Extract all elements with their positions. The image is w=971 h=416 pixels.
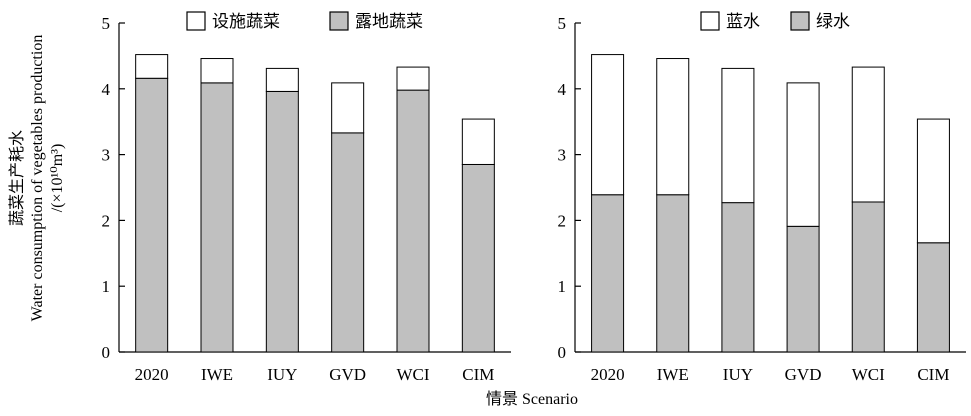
- bar-绿水-GVD: [786, 225, 820, 353]
- bar-设施蔬菜-2020: [135, 54, 169, 79]
- x-tick-label: IUY: [723, 365, 753, 384]
- x-tick-label: IUY: [267, 365, 297, 384]
- y-axis-title: 蔬菜生产耗水 Water consumption of vegetables p…: [8, 35, 66, 322]
- bar-设施蔬菜-IUY: [265, 67, 299, 92]
- legend-swatch: [186, 11, 206, 31]
- legend-swatch: [700, 11, 720, 31]
- y-tick-label: 3: [558, 146, 567, 165]
- left-chart-panel: 0 1 2 3 4 5 2020 IWE IUY GVD WCI CIM 设施蔬菜 露地蔬菜: [102, 11, 511, 384]
- bar-蓝水-2020: [591, 54, 625, 196]
- legend-label: 设施蔬菜: [212, 12, 280, 31]
- x-tick-label: IWE: [657, 365, 689, 384]
- legend-label: 绿水: [816, 12, 850, 31]
- bar-蓝水-WCI: [851, 66, 885, 203]
- x-tick-label: 2020: [591, 365, 625, 384]
- y-tick-label: 3: [102, 146, 111, 165]
- y-tick-label: 1: [102, 277, 111, 296]
- bar-蓝水-CIM: [916, 118, 950, 244]
- bar-蓝水-IUY: [721, 67, 755, 204]
- y-axis-title-line-1: 蔬菜生产耗水: [8, 130, 26, 226]
- bar-设施蔬菜-CIM: [461, 118, 495, 165]
- bar-绿水-IUY: [721, 202, 755, 353]
- legend-label: 蓝水: [726, 12, 760, 31]
- y-axis-title-line-3: /(×10¹⁰m³): [49, 144, 66, 213]
- y-tick-label: 5: [558, 14, 567, 33]
- x-tick-label: CIM: [462, 365, 494, 384]
- x-tick-label: CIM: [917, 365, 949, 384]
- x-tick-label: WCI: [396, 365, 429, 384]
- bar-露地蔬菜-IUY: [265, 90, 299, 353]
- bar-露地蔬菜-CIM: [461, 163, 495, 353]
- bar-蓝水-GVD: [786, 82, 820, 227]
- y-tick-label: 2: [558, 211, 567, 230]
- right-chart-panel: 0 1 2 3 4 5 2020 IWE IUY GVD WCI CIM 蓝水 绿水: [558, 11, 966, 384]
- bar-绿水-IWE: [656, 194, 690, 353]
- legend-swatch: [329, 11, 349, 31]
- x-tick-label: GVD: [329, 365, 366, 384]
- y-tick-label: 4: [558, 80, 567, 99]
- bar-绿水-2020: [591, 194, 625, 353]
- bar-设施蔬菜-GVD: [331, 82, 365, 134]
- y-tick-label: 1: [558, 277, 567, 296]
- bar-露地蔬菜-2020: [135, 77, 169, 353]
- bar-露地蔬菜-GVD: [331, 132, 365, 353]
- bar-蓝水-IWE: [656, 58, 690, 196]
- y-tick-label: 0: [102, 343, 111, 362]
- bar-设施蔬菜-WCI: [396, 66, 430, 91]
- x-tick-label: WCI: [852, 365, 885, 384]
- legend-label: 露地蔬菜: [355, 12, 423, 31]
- x-tick-label: 2020: [135, 365, 169, 384]
- bar-绿水-CIM: [916, 242, 950, 353]
- bar-露地蔬菜-WCI: [396, 89, 430, 353]
- y-tick-label: 4: [102, 80, 111, 99]
- x-axis-title: 情景 Scenario: [486, 390, 578, 408]
- y-axis-title-line-2: Water consumption of vegetables producti…: [29, 35, 46, 322]
- legend-swatch: [790, 11, 810, 31]
- y-tick-label: 0: [558, 343, 567, 362]
- y-tick-label: 2: [102, 211, 111, 230]
- x-tick-label: IWE: [201, 365, 233, 384]
- bar-露地蔬菜-IWE: [200, 82, 234, 353]
- y-tick-label: 5: [102, 14, 111, 33]
- bar-绿水-WCI: [851, 201, 885, 353]
- x-tick-label: GVD: [785, 365, 822, 384]
- bar-设施蔬菜-IWE: [200, 58, 234, 84]
